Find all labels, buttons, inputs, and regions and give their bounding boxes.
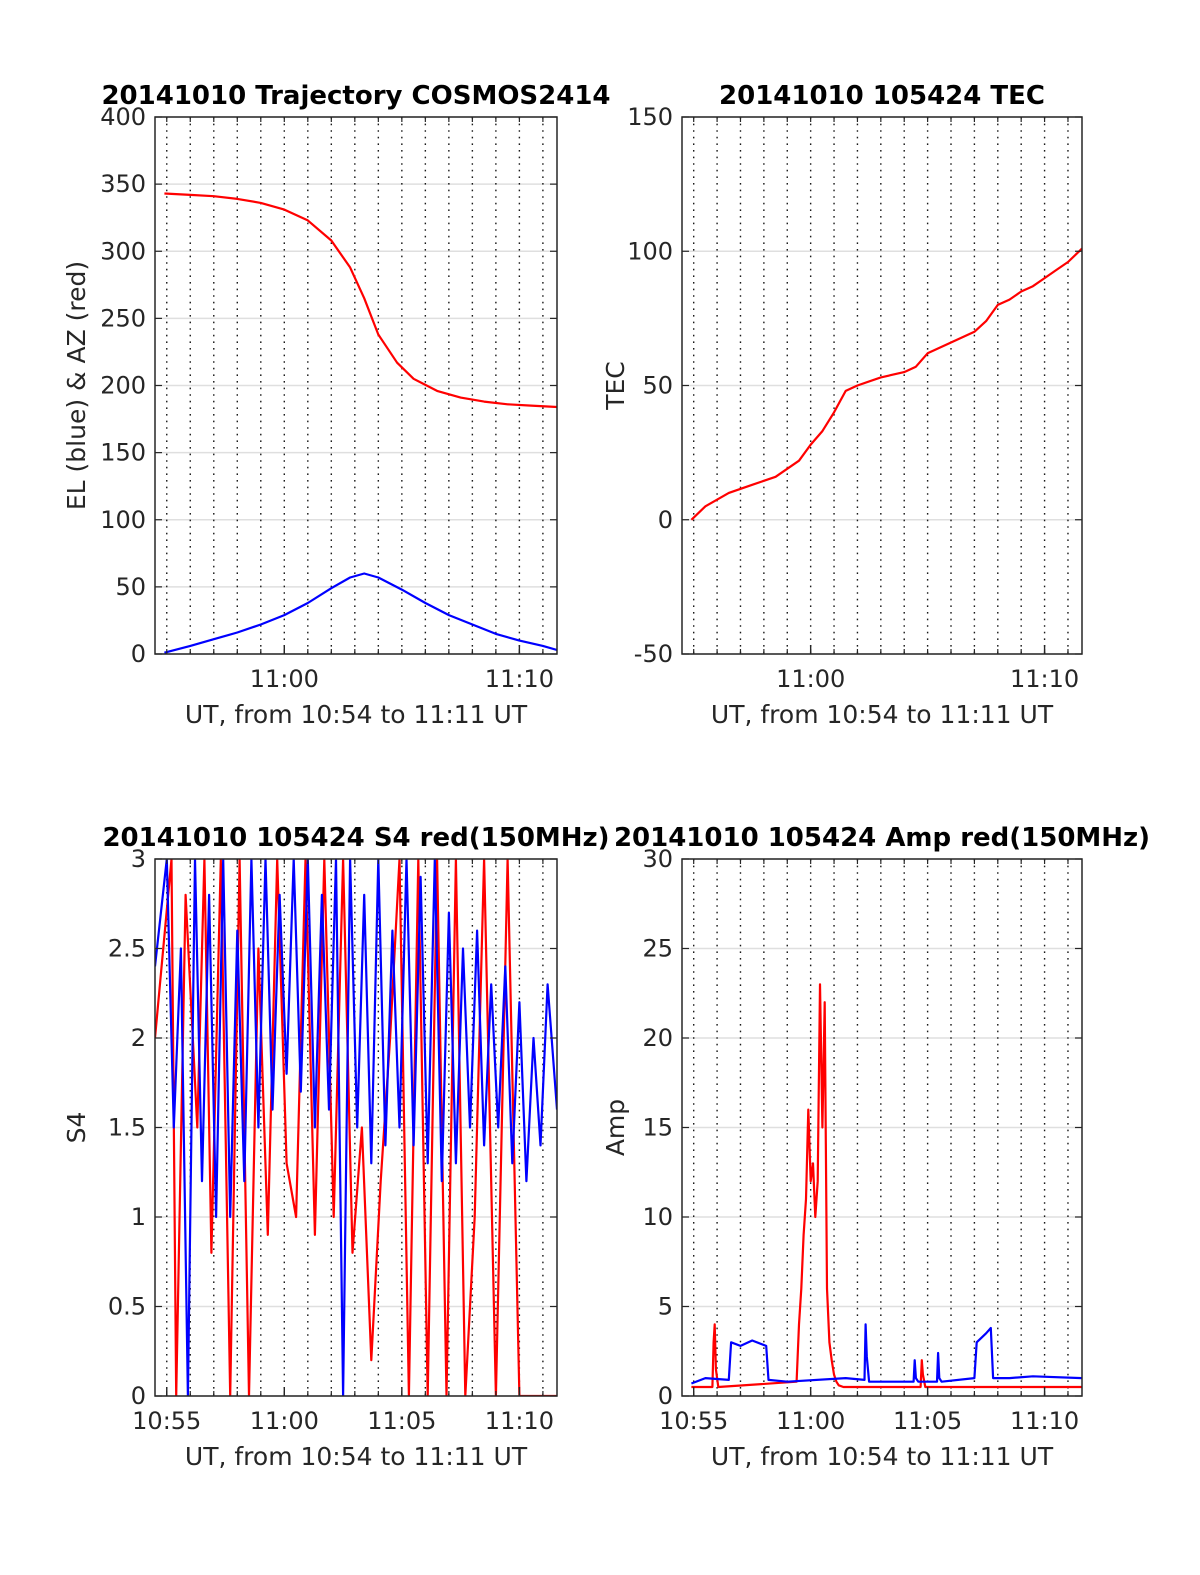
x-tick-label: 11:10 <box>485 1407 554 1435</box>
y-tick-label: 15 <box>642 1114 673 1142</box>
x-tick-label: 11:00 <box>250 665 319 693</box>
y-tick-label: 10 <box>642 1203 673 1231</box>
x-tick-label: 11:05 <box>367 1407 436 1435</box>
y-tick-label: 1.5 <box>108 1114 146 1142</box>
y-tick-label: 0 <box>658 506 673 534</box>
y-axis-label: TEC <box>601 361 630 411</box>
series-line-2 <box>155 859 557 1396</box>
y-tick-label: 25 <box>642 935 673 963</box>
y-tick-label: 150 <box>627 103 673 131</box>
x-axis-label: UT, from 10:54 to 11:11 UT <box>185 700 528 729</box>
chart-title: 20141010 105424 Amp red(150MHz) <box>614 823 1150 853</box>
y-tick-label: -50 <box>634 640 673 668</box>
y-tick-label: 100 <box>627 237 673 265</box>
y-tick-label: 0.5 <box>108 1293 146 1321</box>
y-tick-label: 0 <box>131 640 146 668</box>
y-tick-label: 2 <box>131 1024 146 1052</box>
y-tick-label: 50 <box>115 573 146 601</box>
x-axis-label: UT, from 10:54 to 11:11 UT <box>711 700 1054 729</box>
y-tick-label: 0 <box>131 1382 146 1410</box>
y-axis-label: Amp <box>601 1099 630 1156</box>
chart-title: 20141010 105424 S4 red(150MHz) <box>102 823 609 853</box>
series-line-2 <box>164 572 557 654</box>
x-tick-label: 11:05 <box>893 1407 962 1435</box>
x-tick-label: 11:10 <box>485 665 554 693</box>
series-line-1 <box>690 247 1082 521</box>
x-axis-label: UT, from 10:54 to 11:11 UT <box>185 1442 528 1471</box>
y-tick-label: 1 <box>131 1203 146 1231</box>
y-axis-label: S4 <box>62 1112 91 1144</box>
chart-title: 20141010 Trajectory COSMOS2414 <box>101 81 610 111</box>
x-tick-label: 11:00 <box>776 1407 845 1435</box>
y-tick-label: 50 <box>642 372 673 400</box>
y-tick-label: 0 <box>658 1382 673 1410</box>
x-axis-label: UT, from 10:54 to 11:11 UT <box>711 1442 1054 1471</box>
y-tick-label: 100 <box>100 506 146 534</box>
y-tick-label: 300 <box>100 237 146 265</box>
x-tick-label: 11:00 <box>250 1407 319 1435</box>
y-axis-label: EL (blue) & AZ (red) <box>62 261 91 510</box>
chart-title: 20141010 105424 TEC <box>719 81 1045 111</box>
y-tick-label: 30 <box>642 845 673 873</box>
chart-panel-4: 0 5 10 15 20 25 30 10:55 11:00 11:05 11:10 20141010… <box>601 823 1150 1471</box>
y-tick-label: 400 <box>100 103 146 131</box>
chart-panel-2: -50 0 50 100 150 11:00 11:10 20141010 105424 TE… <box>601 81 1083 729</box>
x-tick-label: 10:55 <box>659 1407 728 1435</box>
x-tick-label: 11:10 <box>1010 665 1079 693</box>
y-tick-label: 350 <box>100 170 146 198</box>
series-line-1 <box>164 192 557 409</box>
x-tick-label: 11:10 <box>1010 1407 1079 1435</box>
y-tick-label: 2.5 <box>108 935 146 963</box>
series-line-1 <box>691 983 1082 1389</box>
y-tick-label: 250 <box>100 304 146 332</box>
chart-panel-3: 0 0.5 1 1.5 2 2.5 3 10:55 11:00 11:05 11:10 2014101… <box>62 823 610 1471</box>
y-tick-label: 3 <box>131 845 146 873</box>
x-tick-label: 10:55 <box>132 1407 201 1435</box>
y-tick-label: 20 <box>642 1024 673 1052</box>
y-tick-label: 150 <box>100 439 146 467</box>
series-line-2 <box>691 1323 1082 1385</box>
x-tick-label: 11:00 <box>776 665 845 693</box>
y-tick-label: 200 <box>100 372 146 400</box>
y-tick-label: 5 <box>658 1293 673 1321</box>
chart-panel-1: 0 50 100 150 200 250 300 350 400 11:00 11:10 201410… <box>62 81 611 729</box>
